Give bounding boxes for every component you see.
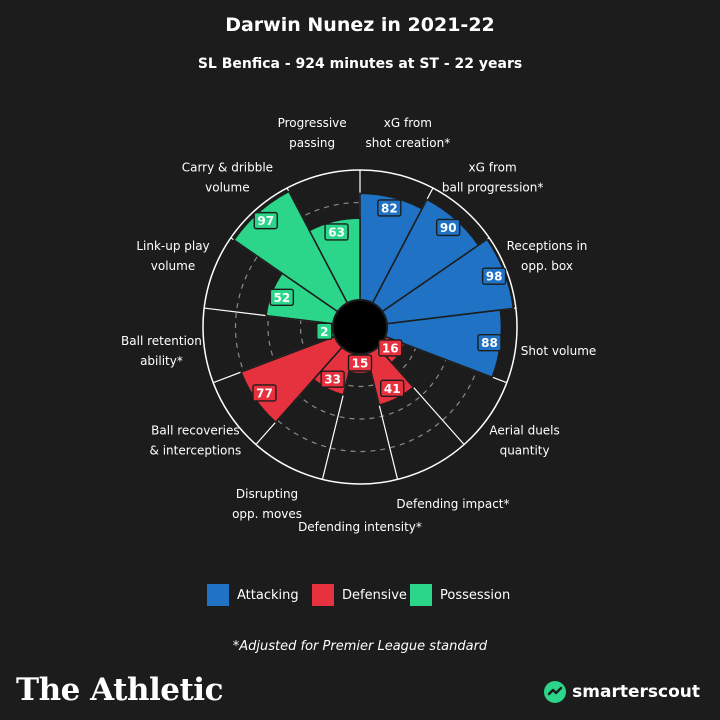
value-label: 16 bbox=[382, 341, 399, 355]
legend-label-possession: Possession bbox=[440, 587, 511, 603]
category-label: Link-up play volume bbox=[136, 239, 209, 273]
value-badge bbox=[377, 199, 402, 217]
category-label: Progressive passing bbox=[278, 116, 347, 150]
legend-swatch-defensive bbox=[312, 584, 334, 606]
value-badge bbox=[380, 379, 405, 398]
value-badge bbox=[481, 267, 507, 285]
category-label: Receptions in opp. box bbox=[507, 239, 588, 273]
category-label: Defending intensity* bbox=[298, 520, 422, 534]
value-label: 97 bbox=[257, 214, 274, 228]
category-label: xG from shot creation* bbox=[366, 116, 451, 150]
value-label: 82 bbox=[381, 201, 398, 215]
value-badge bbox=[347, 354, 373, 372]
value-label: 98 bbox=[486, 270, 503, 284]
value-label: 2 bbox=[320, 325, 328, 339]
value-badge bbox=[269, 288, 295, 307]
value-label: 41 bbox=[384, 382, 401, 396]
legend-item-possession: Possession bbox=[410, 584, 510, 606]
value-badge bbox=[378, 339, 403, 357]
legend-swatch-attacking bbox=[207, 584, 229, 606]
partner-name: smarterscout bbox=[572, 682, 700, 702]
legend-swatch-possession bbox=[410, 584, 432, 606]
category-label: xG from ball progression* bbox=[442, 160, 544, 194]
category-label: Defending impact* bbox=[396, 497, 509, 511]
value-label: 63 bbox=[328, 225, 345, 239]
smarterscout-icon bbox=[544, 681, 567, 703]
value-label: 15 bbox=[352, 357, 369, 371]
footnote: *Adjusted for Premier League standard bbox=[232, 639, 488, 654]
center-hole bbox=[332, 299, 388, 355]
chart-subtitle: SL Benfica - 924 minutes at ST - 22 year… bbox=[197, 56, 523, 72]
value-label: 77 bbox=[256, 386, 273, 400]
legend-item-attacking: Attacking bbox=[207, 584, 299, 606]
partner-logo: smarterscout bbox=[543, 680, 700, 704]
legend-label-defensive: Defensive bbox=[342, 587, 407, 603]
brand-logo: The Athletic bbox=[16, 672, 223, 708]
value-badge bbox=[316, 322, 333, 341]
chart-title: Darwin Nunez in 2021-22 bbox=[225, 14, 495, 36]
value-badge bbox=[435, 218, 461, 237]
value-badge bbox=[477, 334, 502, 352]
value-badge bbox=[253, 211, 278, 230]
value-label: 52 bbox=[273, 291, 290, 305]
legend-item-defensive: Defensive bbox=[312, 584, 407, 606]
category-label: Shot volume bbox=[521, 344, 597, 358]
value-label: 88 bbox=[481, 336, 498, 350]
legend-label-attacking: Attacking bbox=[237, 587, 299, 603]
category-label: Carry & dribble volume bbox=[182, 160, 273, 194]
value-badge bbox=[252, 384, 277, 402]
value-badge bbox=[320, 370, 345, 388]
category-label: Disrupting opp. moves bbox=[232, 487, 302, 521]
value-badge bbox=[324, 223, 349, 241]
category-label: Ball retention ability* bbox=[121, 334, 202, 368]
value-label: 90 bbox=[440, 221, 457, 235]
category-label: Aerial duels quantity bbox=[489, 424, 559, 458]
category-label: Ball recoveries & interceptions bbox=[150, 424, 242, 458]
value-label: 33 bbox=[324, 373, 341, 387]
